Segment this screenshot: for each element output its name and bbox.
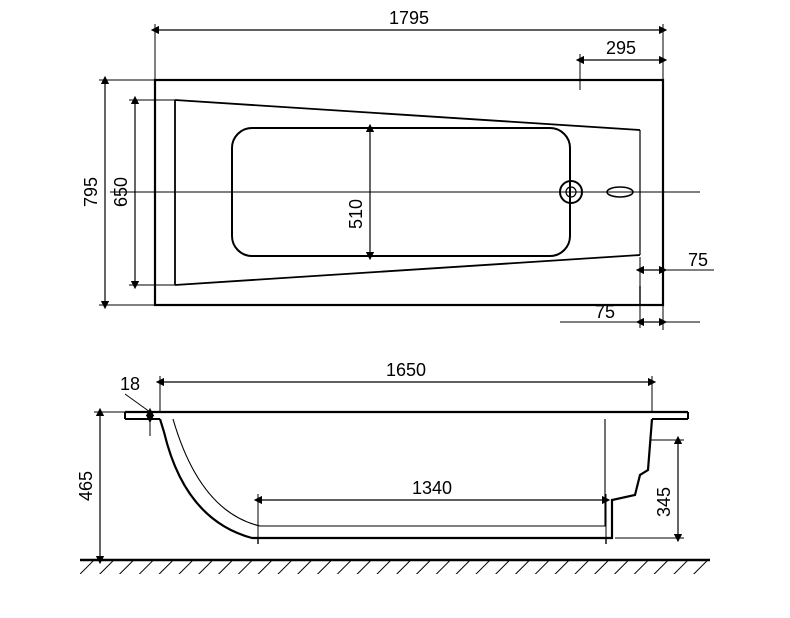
side-view: 1650 18 465 1340 345 xyxy=(76,360,710,574)
dim-465-label: 465 xyxy=(76,471,96,501)
wedge-bottom xyxy=(175,255,640,285)
dim-75a-label: 75 xyxy=(688,250,708,270)
tub-profile-inner xyxy=(173,419,605,526)
dim-1795-label: 1795 xyxy=(389,8,429,28)
technical-drawing: 1795 295 795 650 510 75 75 xyxy=(0,0,790,618)
dim-345-label: 345 xyxy=(654,487,674,517)
dim-295-label: 295 xyxy=(606,38,636,58)
tub-profile xyxy=(160,419,652,538)
wedge-top xyxy=(175,100,640,130)
ground-hatch xyxy=(80,560,710,574)
dim-18-label: 18 xyxy=(120,374,140,394)
top-view: 1795 295 795 650 510 75 75 xyxy=(81,8,714,330)
dim-795-label: 795 xyxy=(81,177,101,207)
dim-510-label: 510 xyxy=(346,199,366,229)
dim-1650-label: 1650 xyxy=(386,360,426,380)
dim-650-label: 650 xyxy=(111,177,131,207)
dim-75b-label: 75 xyxy=(595,302,615,322)
dim-1340-label: 1340 xyxy=(412,478,452,498)
